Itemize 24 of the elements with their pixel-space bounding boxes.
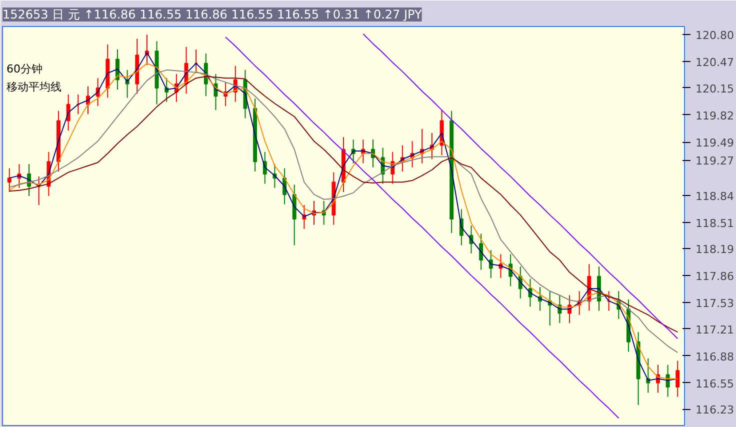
line-series <box>225 36 620 419</box>
y-tick-label: 119.49 <box>696 136 734 150</box>
y-tick-label: 117.86 <box>696 270 734 284</box>
y-tick-label: 119.82 <box>696 109 734 122</box>
y-tick-label: 120.80 <box>696 29 734 42</box>
candlestick <box>479 233 484 270</box>
candlestick <box>676 360 680 398</box>
line-series <box>362 33 678 340</box>
y-tick-label: 120.15 <box>696 82 734 96</box>
y-tick-label: 120.47 <box>696 56 734 70</box>
y-tick-label: 119.27 <box>696 154 734 168</box>
y-tick-label: 117.21 <box>696 323 734 336</box>
y-tick-label: 116.23 <box>696 404 734 417</box>
candlestick <box>116 48 120 90</box>
y-tick-label: 118.84 <box>696 190 734 203</box>
y-tick-label: 116.88 <box>696 350 734 364</box>
y-tick-label: 116.55 <box>696 377 734 390</box>
annotation: 移动平均线 <box>6 80 62 94</box>
annotation: 60分钟 <box>6 62 42 76</box>
y-tick-label: 118.51 <box>696 216 734 230</box>
chart-title: 152653 日 元 ↑116.86 116.55 116.86 116.55 116.55 ↑0.31 ↑0.27 JPY <box>2 8 423 22</box>
y-tick-label: 117.53 <box>696 297 734 310</box>
candlestick <box>7 168 12 192</box>
y-tick-label: 118.19 <box>696 243 734 256</box>
